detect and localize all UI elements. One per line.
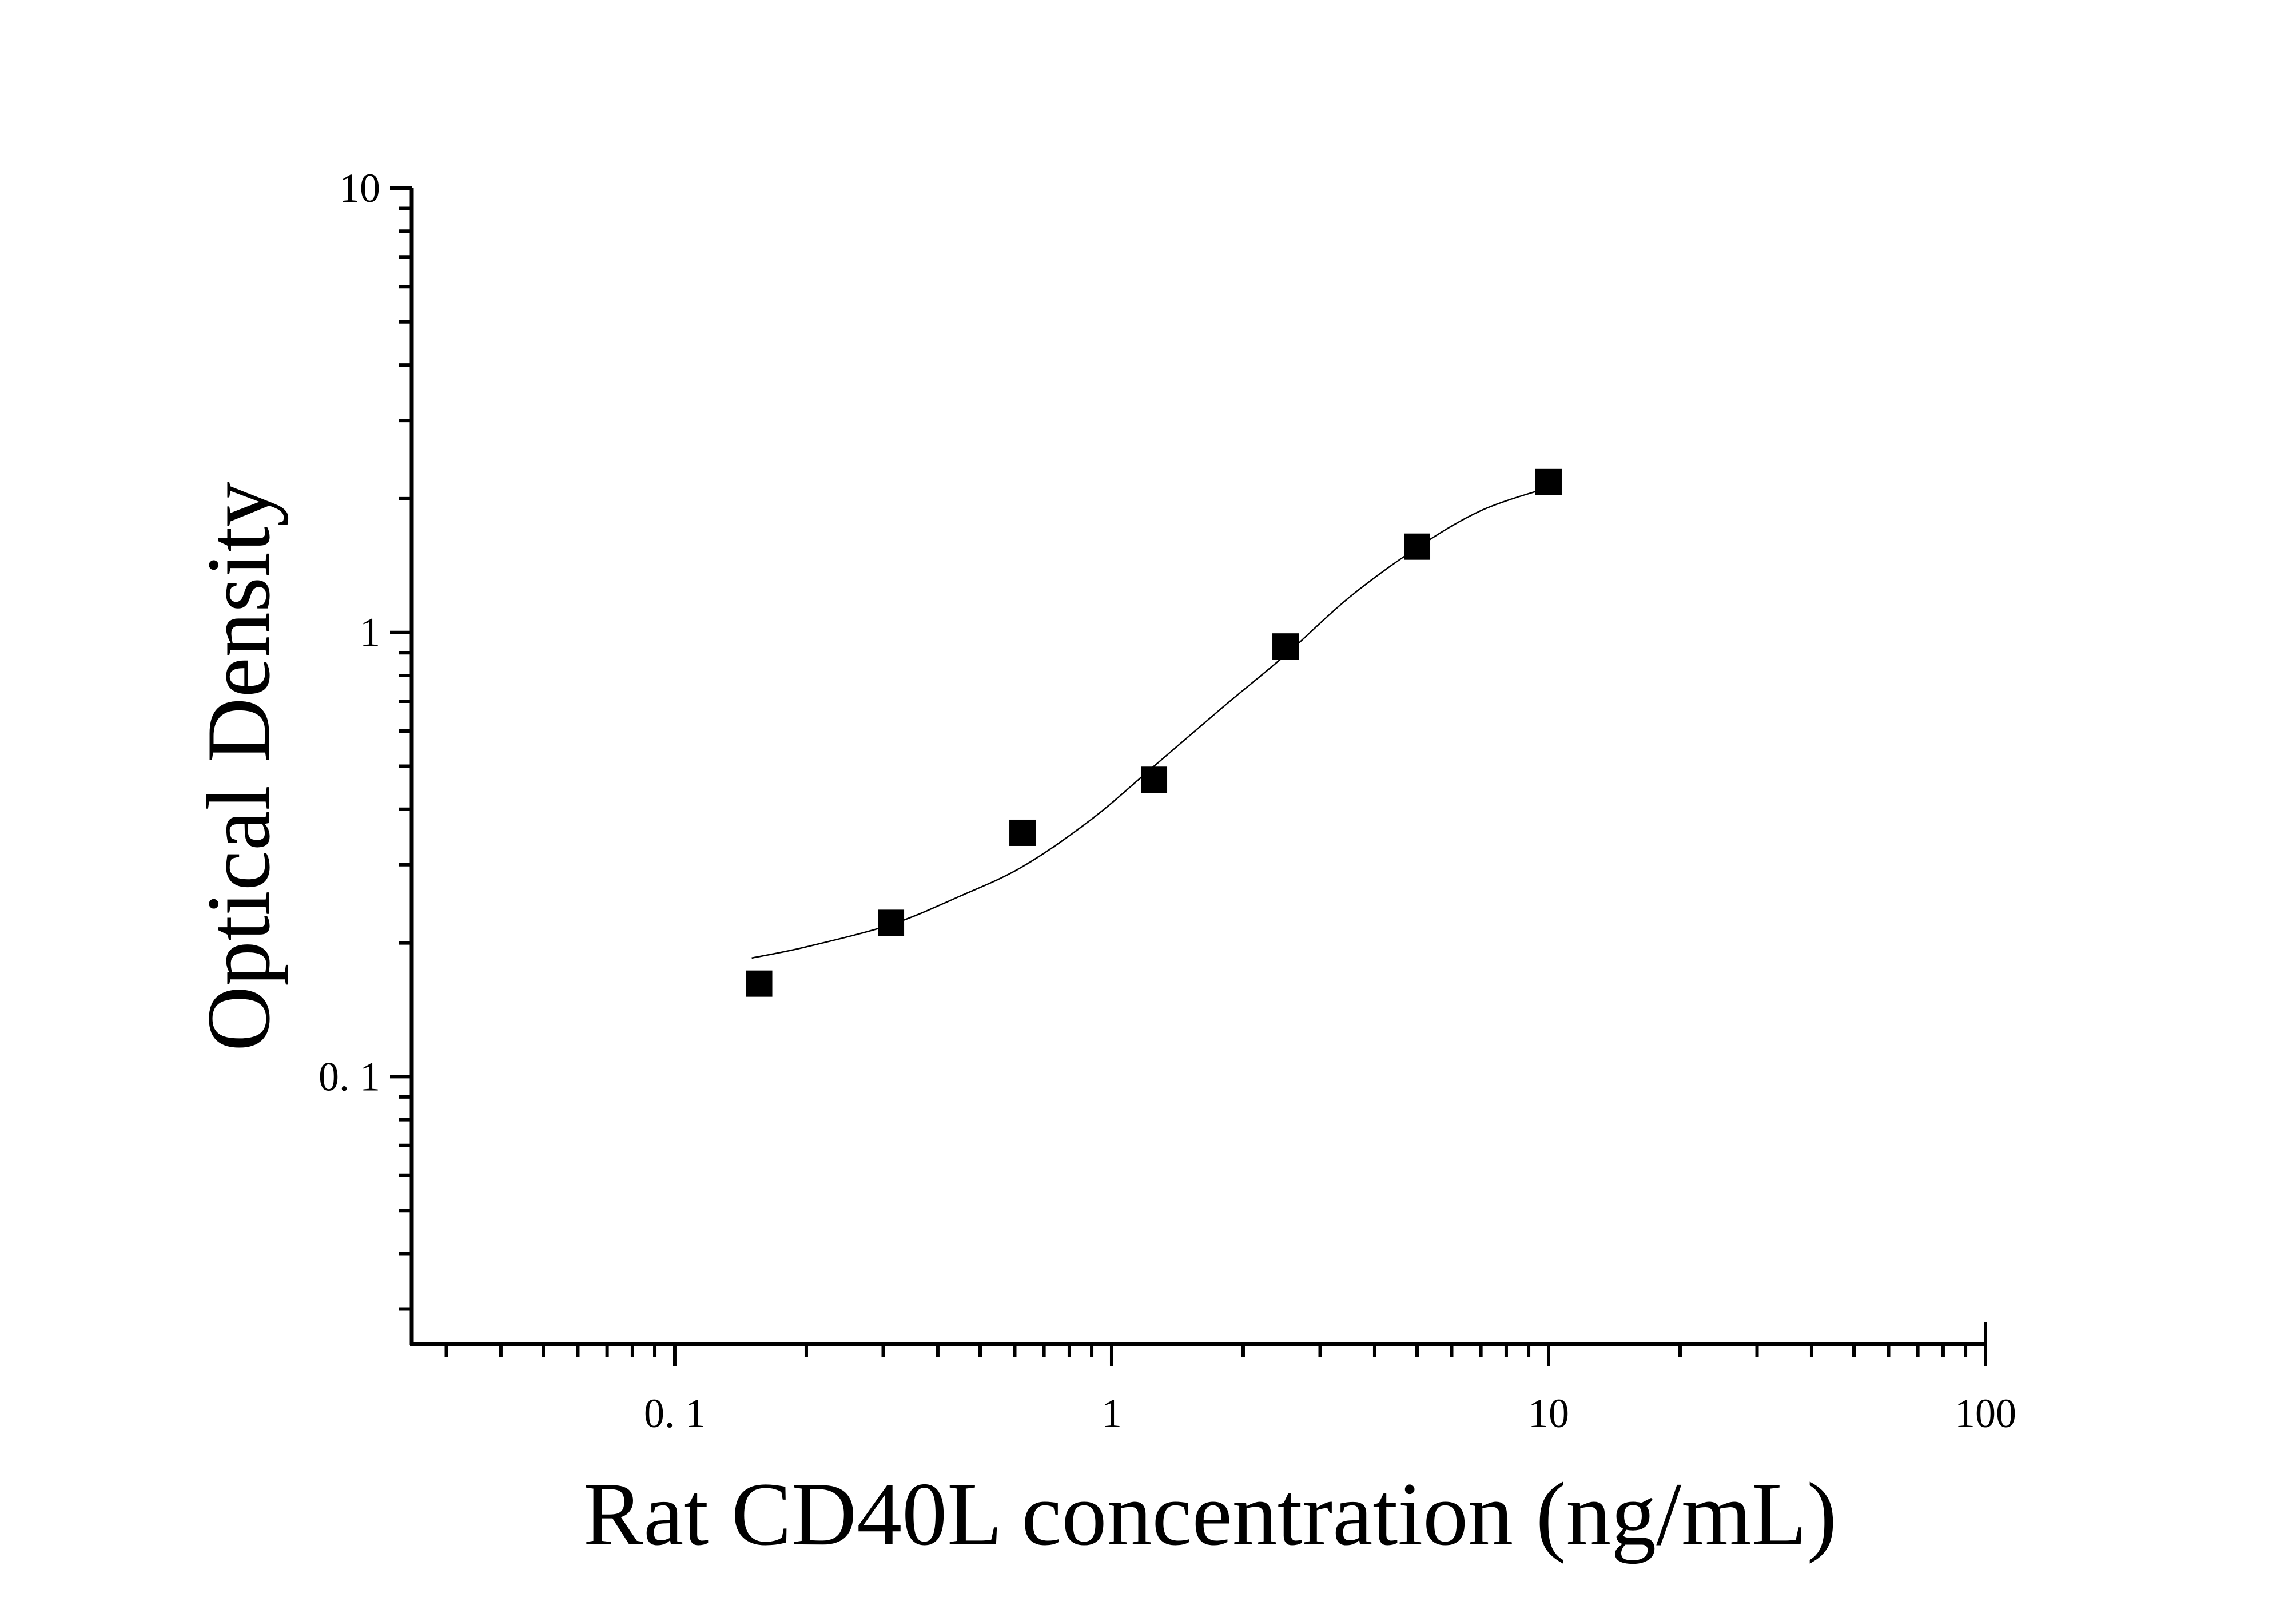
data-point — [746, 970, 773, 997]
tick-labels: 0. 1 1 10 100 0. 1 1 10 — [319, 165, 2016, 1436]
y-tick-label: 1 — [360, 610, 380, 655]
data-points — [746, 468, 1562, 997]
y-tick-label: 0. 1 — [319, 1054, 380, 1099]
x-tick-label: 100 — [1955, 1391, 2016, 1436]
data-point — [878, 909, 905, 936]
data-point — [1141, 766, 1168, 793]
y-axis-label: Optical Density — [189, 482, 289, 1051]
x-tick-label: 0. 1 — [644, 1391, 706, 1436]
x-tick-label: 10 — [1528, 1391, 1569, 1436]
x-axis-label: Rat CD40L concentration (ng/mL) — [583, 1464, 1837, 1564]
data-point — [1404, 533, 1431, 560]
x-tick-label: 1 — [1101, 1391, 1122, 1436]
axis-ticks — [390, 186, 1987, 1366]
data-point — [1009, 819, 1036, 846]
data-point — [1535, 468, 1562, 495]
data-point — [1272, 633, 1299, 660]
y-tick-label: 10 — [339, 165, 380, 211]
